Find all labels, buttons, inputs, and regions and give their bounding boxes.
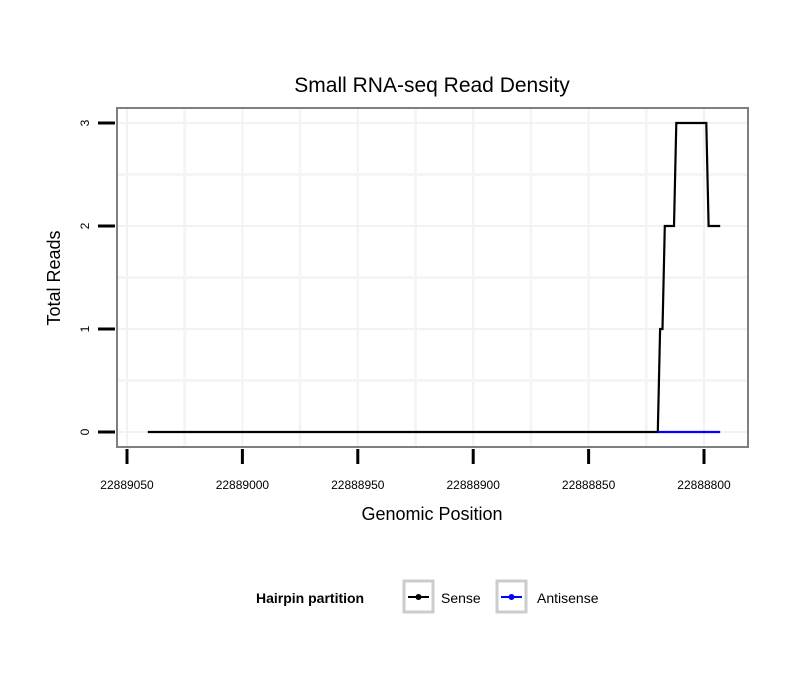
chart-title: Small RNA-seq Read Density (294, 74, 570, 97)
legend-label-sense: Sense (441, 590, 481, 606)
y-tick-label: 1 (78, 325, 92, 332)
y-axis: 0 1 2 3 (78, 119, 115, 435)
x-tick-label: 22889000 (216, 478, 270, 492)
legend: Hairpin partition Sense Antisense (256, 579, 599, 614)
x-tick-label: 22888950 (331, 478, 385, 492)
x-axis-label: Genomic Position (361, 504, 502, 524)
x-tick-label: 22889050 (100, 478, 154, 492)
panel-border (116, 107, 749, 448)
legend-point-sense (415, 594, 422, 600)
y-axis-label: Total Reads (44, 230, 64, 325)
x-axis: 22889050 22889000 22888950 22888900 22888850… (100, 449, 731, 492)
x-tick-label: 22888800 (677, 478, 731, 492)
series-lines (147, 121, 721, 434)
legend-point-antisense (508, 594, 515, 600)
x-tick-label: 22888900 (447, 478, 501, 492)
series-line-sense (147, 121, 721, 434)
legend-label-antisense: Antisense (537, 590, 599, 606)
y-tick-label: 3 (78, 119, 92, 126)
x-tick-label: 22888850 (562, 478, 616, 492)
legend-title: Hairpin partition (256, 590, 364, 606)
gridlines (117, 108, 748, 447)
y-tick-label: 0 (78, 428, 92, 435)
y-tick-label: 2 (78, 222, 92, 229)
